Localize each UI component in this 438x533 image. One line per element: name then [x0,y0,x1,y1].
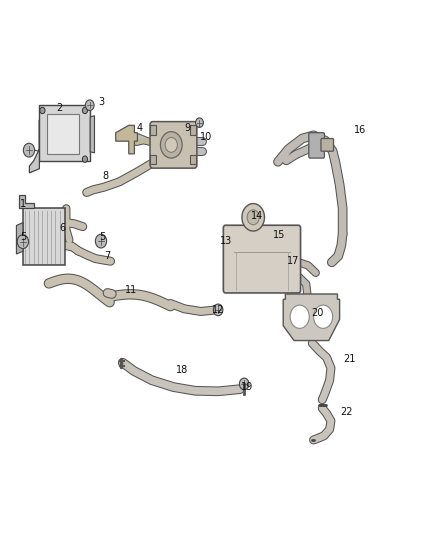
Text: 3: 3 [98,96,104,107]
Text: 11: 11 [125,285,138,295]
FancyBboxPatch shape [150,125,156,135]
FancyBboxPatch shape [321,139,333,151]
FancyBboxPatch shape [23,208,65,265]
Polygon shape [116,125,138,154]
FancyBboxPatch shape [39,105,90,161]
Circle shape [240,378,249,390]
Circle shape [23,143,35,157]
Text: 6: 6 [60,223,66,233]
Text: 13: 13 [220,236,232,246]
Polygon shape [19,195,34,208]
Text: 18: 18 [176,365,188,375]
Circle shape [95,234,106,248]
Circle shape [165,138,177,152]
Polygon shape [29,120,39,173]
Text: 19: 19 [241,382,253,392]
FancyBboxPatch shape [47,114,79,154]
FancyBboxPatch shape [150,155,156,165]
Text: 7: 7 [104,252,110,262]
Text: 15: 15 [273,230,285,240]
Text: 5: 5 [20,232,26,242]
Text: 16: 16 [354,125,366,135]
Text: 9: 9 [185,123,191,133]
Text: 4: 4 [137,123,143,133]
Text: 10: 10 [200,132,212,142]
Circle shape [82,107,88,114]
Text: 21: 21 [343,354,355,364]
Text: 14: 14 [251,211,263,221]
FancyBboxPatch shape [150,122,197,168]
Text: 5: 5 [99,232,106,243]
Circle shape [17,235,28,248]
Polygon shape [283,294,339,341]
Circle shape [40,107,45,114]
Text: 17: 17 [287,256,300,266]
FancyBboxPatch shape [309,133,325,158]
Text: 22: 22 [341,407,353,417]
Text: 20: 20 [312,308,324,318]
Circle shape [213,304,223,316]
Circle shape [85,100,94,110]
Text: 8: 8 [102,171,108,181]
Polygon shape [16,223,23,254]
Text: 12: 12 [212,305,224,315]
Circle shape [247,210,259,225]
FancyBboxPatch shape [223,225,300,293]
Circle shape [160,132,182,158]
Text: 2: 2 [57,103,63,113]
FancyBboxPatch shape [190,155,196,165]
Text: 1: 1 [20,199,26,209]
Circle shape [242,204,265,231]
FancyBboxPatch shape [190,125,196,135]
Circle shape [314,305,333,328]
Polygon shape [90,116,95,153]
Circle shape [290,305,309,328]
Circle shape [82,156,88,163]
Circle shape [196,118,203,127]
